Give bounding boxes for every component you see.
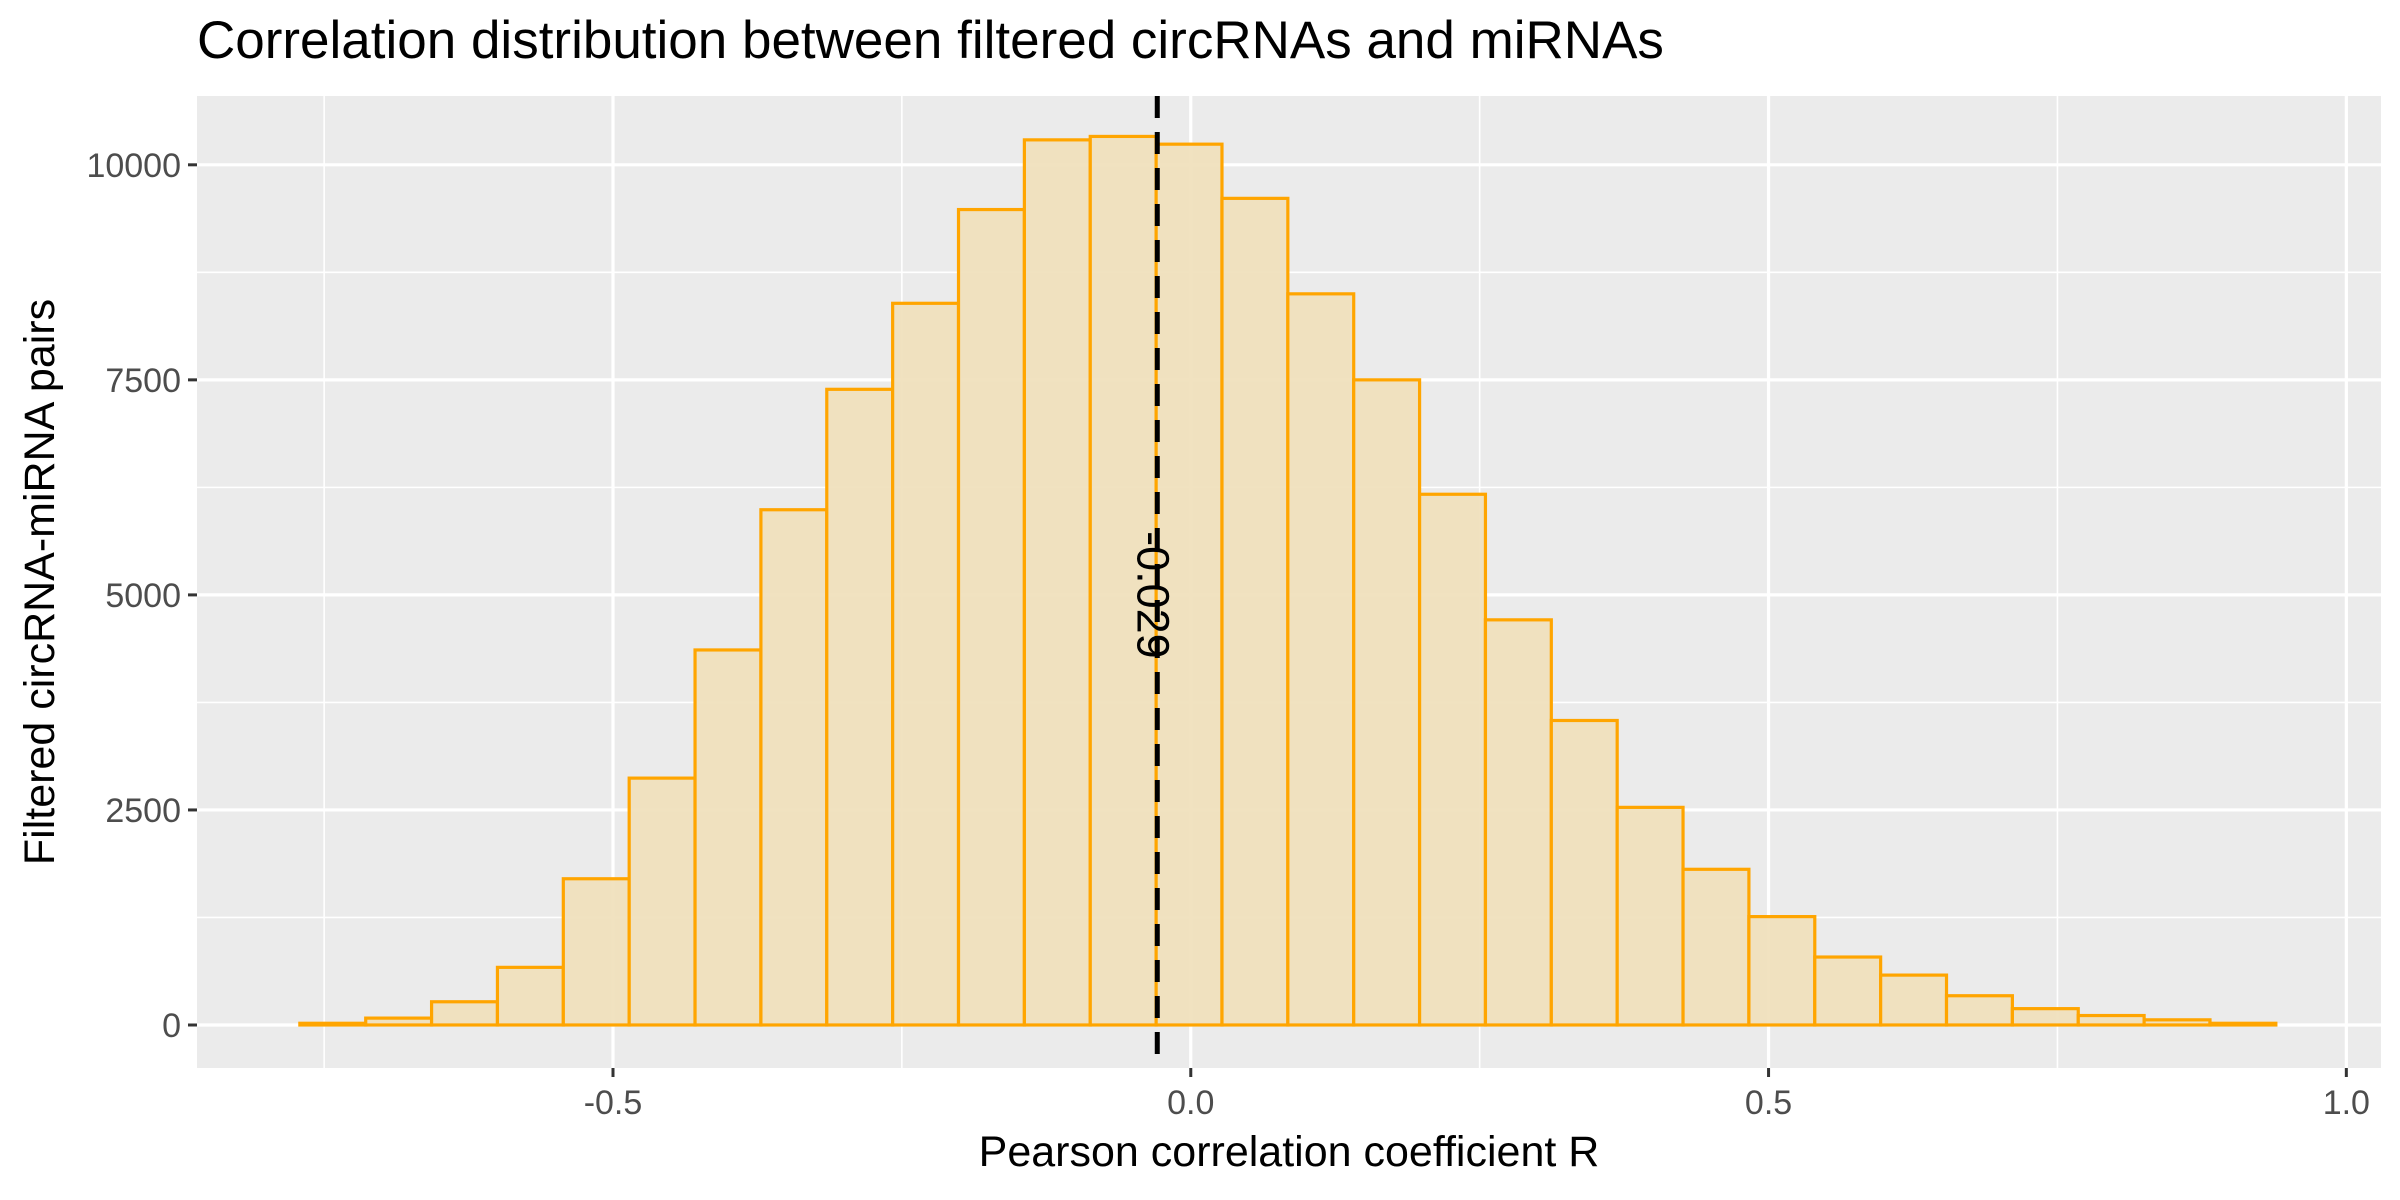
histogram-bar [1286, 292, 1356, 1027]
y-tick-label: 0 [162, 1007, 181, 1045]
histogram-bar [891, 301, 961, 1027]
histogram-bar [2142, 1018, 2212, 1027]
histogram-bar [561, 877, 631, 1027]
y-axis-ticks: 0 2500 5000 7500 10000 [86, 147, 197, 1045]
histogram-bar [693, 648, 763, 1027]
histogram-bar [1944, 994, 2014, 1027]
histogram-bar [1549, 718, 1619, 1027]
reference-line-group: -0.029 [1127, 96, 1178, 1068]
y-tick-label: 2500 [105, 792, 181, 830]
histogram-bar [1483, 618, 1553, 1027]
histogram-bar [1747, 915, 1817, 1027]
histogram-bar [364, 1016, 434, 1027]
histogram-bar [956, 207, 1026, 1027]
histogram-bar [759, 508, 829, 1027]
histogram-bars [298, 134, 2278, 1027]
x-tick-label: 0.0 [1167, 1084, 1214, 1122]
x-axis-title: Pearson correlation coefficient R [979, 1128, 1600, 1176]
x-tick-label: -0.5 [584, 1084, 643, 1122]
histogram-bar [2076, 1013, 2146, 1027]
histogram-bar [495, 965, 565, 1027]
histogram-bar [1022, 138, 1092, 1027]
chart-title: Correlation distribution between filtere… [197, 11, 1664, 70]
histogram-bar [1417, 492, 1488, 1027]
y-tick-label: 10000 [86, 147, 181, 185]
x-tick-label: 0.5 [1745, 1084, 1792, 1122]
histogram-bar [1681, 867, 1751, 1027]
y-axis-title: Filtered circRNA-miRNA pairs [16, 299, 64, 865]
histogram-bar [1615, 805, 1685, 1027]
histogram-bar [298, 1021, 368, 1027]
histogram-bar [1813, 955, 1883, 1027]
histogram-bar [429, 1000, 500, 1027]
x-axis-ticks: -0.5 0.0 0.5 1.0 [584, 1068, 2370, 1122]
histogram-bar [1352, 378, 1422, 1027]
histogram-bar [1220, 196, 1290, 1027]
y-tick-label: 5000 [105, 577, 181, 615]
histogram-bar [2010, 1007, 2080, 1027]
histogram-bar [627, 776, 697, 1027]
histogram-bar [1879, 973, 1949, 1027]
y-tick-label: 7500 [105, 362, 181, 400]
histogram-bar [2208, 1021, 2278, 1027]
histogram-bar [825, 387, 895, 1027]
x-tick-label: 1.0 [2323, 1084, 2370, 1122]
reference-line-label: -0.029 [1127, 531, 1178, 659]
histogram-bar [1154, 142, 1224, 1027]
